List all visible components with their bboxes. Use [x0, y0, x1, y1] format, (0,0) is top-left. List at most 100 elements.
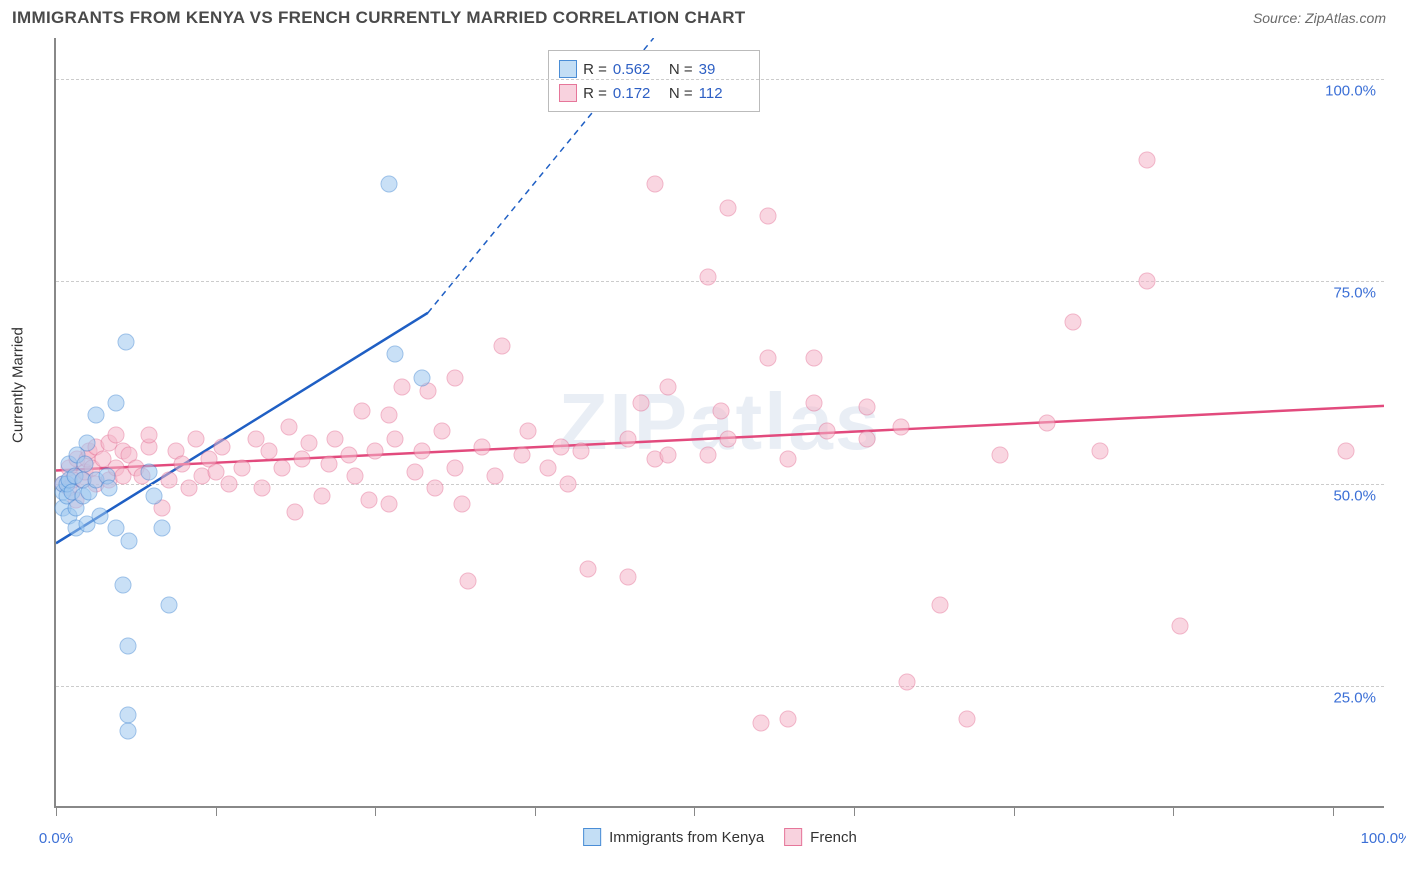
point-french	[513, 447, 530, 464]
point-kenya	[387, 346, 404, 363]
point-french	[254, 479, 271, 496]
n-value-b: 112	[699, 85, 749, 102]
y-tick-label: 50.0%	[1333, 487, 1376, 504]
chart-container: Currently Married ZIPatlas R = 0.562 N =…	[14, 38, 1392, 848]
y-tick-label: 100.0%	[1325, 82, 1376, 99]
point-french	[493, 338, 510, 355]
y-tick-label: 75.0%	[1333, 285, 1376, 302]
point-french	[553, 439, 570, 456]
point-french	[892, 419, 909, 436]
point-french	[161, 471, 178, 488]
r-label-b: R =	[583, 85, 607, 102]
point-kenya	[119, 637, 136, 654]
point-french	[713, 402, 730, 419]
grid-line	[56, 79, 1384, 80]
point-kenya	[78, 435, 95, 452]
x-tick-mark	[535, 806, 536, 816]
point-french	[992, 447, 1009, 464]
point-french	[646, 175, 663, 192]
regression-lines	[56, 38, 1384, 806]
point-french	[280, 419, 297, 436]
source-prefix: Source:	[1253, 10, 1301, 26]
point-french	[274, 459, 291, 476]
point-french	[387, 431, 404, 448]
point-french	[447, 459, 464, 476]
point-french	[413, 443, 430, 460]
plot-area: ZIPatlas R = 0.562 N = 39 R = 0.172 N = …	[54, 38, 1384, 808]
point-kenya	[119, 723, 136, 740]
chart-header: IMMIGRANTS FROM KENYA VS FRENCH CURRENTL…	[0, 0, 1406, 32]
point-french	[473, 439, 490, 456]
point-french	[859, 431, 876, 448]
legend-label-kenya: Immigrants from Kenya	[609, 829, 764, 846]
point-kenya	[154, 520, 171, 537]
point-french	[460, 573, 477, 590]
point-kenya	[114, 577, 131, 594]
point-french	[260, 443, 277, 460]
point-french	[107, 427, 124, 444]
point-french	[367, 443, 384, 460]
point-kenya	[87, 406, 104, 423]
point-french	[619, 431, 636, 448]
point-french	[1171, 617, 1188, 634]
point-french	[1092, 443, 1109, 460]
point-french	[393, 378, 410, 395]
point-french	[752, 714, 769, 731]
y-tick-label: 25.0%	[1333, 690, 1376, 707]
point-french	[819, 423, 836, 440]
point-french	[1038, 415, 1055, 432]
point-french	[699, 269, 716, 286]
r-value-a: 0.562	[613, 61, 663, 78]
point-french	[619, 569, 636, 586]
x-tick-mark	[56, 806, 57, 816]
point-french	[300, 435, 317, 452]
point-kenya	[118, 333, 135, 350]
x-tick-mark	[1173, 806, 1174, 816]
point-french	[427, 479, 444, 496]
point-french	[659, 447, 676, 464]
point-french	[899, 674, 916, 691]
legend-item-kenya: Immigrants from Kenya	[583, 828, 764, 846]
grid-line	[56, 281, 1384, 282]
grid-line	[56, 686, 1384, 687]
point-french	[560, 475, 577, 492]
point-kenya	[380, 175, 397, 192]
point-french	[580, 560, 597, 577]
point-french	[779, 451, 796, 468]
point-french	[759, 350, 776, 367]
point-french	[214, 439, 231, 456]
point-french	[380, 496, 397, 513]
point-french	[540, 459, 557, 476]
point-french	[520, 423, 537, 440]
point-french	[699, 447, 716, 464]
legend-item-french: French	[784, 828, 857, 846]
point-french	[407, 463, 424, 480]
point-french	[234, 459, 251, 476]
point-french	[340, 447, 357, 464]
point-french	[633, 394, 650, 411]
x-tick-mark	[375, 806, 376, 816]
series-legend: Immigrants from Kenya French	[583, 828, 857, 846]
point-kenya	[161, 597, 178, 614]
point-french	[187, 431, 204, 448]
legend-swatch-kenya-icon	[583, 828, 601, 846]
point-kenya	[121, 532, 138, 549]
point-french	[174, 455, 191, 472]
point-french	[1338, 443, 1355, 460]
point-french	[959, 710, 976, 727]
point-kenya	[107, 394, 124, 411]
stats-row-a: R = 0.562 N = 39	[559, 57, 749, 81]
x-tick-mark	[216, 806, 217, 816]
y-axis-label: Currently Married	[10, 327, 27, 443]
point-french	[573, 443, 590, 460]
stats-legend: R = 0.562 N = 39 R = 0.172 N = 112	[548, 50, 760, 112]
point-french	[347, 467, 364, 484]
n-label-b: N =	[669, 85, 693, 102]
n-value-a: 39	[699, 61, 749, 78]
point-french	[1138, 273, 1155, 290]
point-french	[447, 370, 464, 387]
x-tick-mark	[1014, 806, 1015, 816]
point-french	[453, 496, 470, 513]
x-tick-mark	[1333, 806, 1334, 816]
point-french	[1065, 313, 1082, 330]
